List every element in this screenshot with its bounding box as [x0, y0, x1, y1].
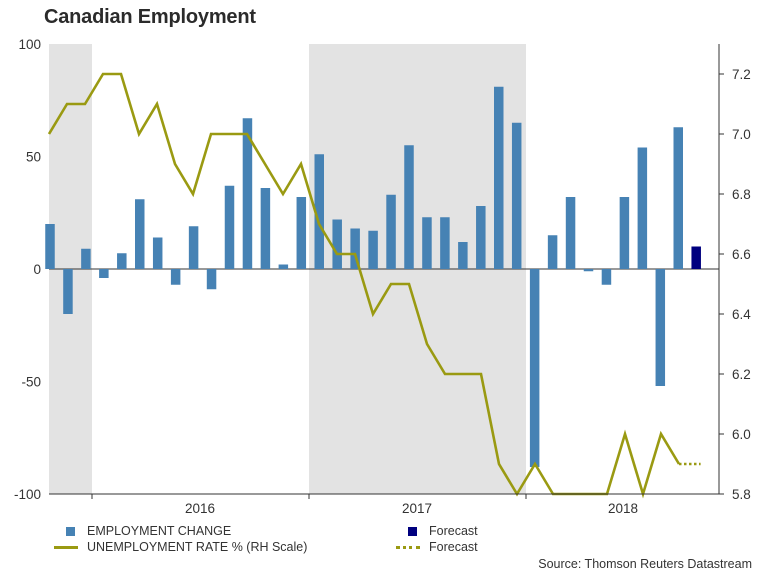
- right-tick-label: 6.6: [732, 247, 751, 262]
- x-year-label-2017: 2017: [402, 501, 432, 516]
- left-tick-label: -50: [21, 375, 41, 390]
- bar-2017-02: [296, 197, 307, 269]
- right-tick-label: 7.0: [732, 127, 751, 142]
- bar-2016-07: [170, 269, 181, 285]
- bar-2017-10: [440, 217, 450, 269]
- bar-2016-09: [206, 269, 217, 290]
- bar-2018-07: [601, 269, 612, 285]
- bar-2017-03: [314, 154, 324, 269]
- bar-2016-02: [81, 248, 91, 269]
- bar-2018-10: [655, 269, 666, 386]
- bar-2016-06: [152, 237, 163, 269]
- legend-bar-swatch: [66, 526, 75, 536]
- bar-2016-01: [63, 269, 73, 314]
- bar-2018-05: [565, 197, 576, 269]
- bar-2018-09: [637, 147, 648, 269]
- bar-2017-01: [278, 264, 289, 269]
- legend-unemployment-rate-label: UNEMPLOYMENT RATE % (RH Scale): [87, 540, 308, 554]
- bar-2018-04: [547, 235, 558, 269]
- x-year-label-2018: 2018: [608, 501, 638, 516]
- right-tick-label: 5.8: [732, 487, 751, 502]
- bar-2018-08: [619, 197, 630, 269]
- legend-forecast-line: Forecast: [396, 540, 478, 554]
- bar-2016-12: [260, 188, 271, 269]
- bar-2016-04: [117, 253, 127, 269]
- bar-2017-09: [422, 217, 432, 269]
- legend-forecast-bar: Forecast: [408, 524, 478, 538]
- bar-2016-08: [188, 226, 199, 269]
- left-tick-label: -100: [14, 487, 41, 502]
- x-year-label-2016: 2016: [185, 501, 215, 516]
- left-tick-label: 100: [18, 37, 41, 52]
- bar-2017-11: [458, 242, 468, 269]
- bar-2016-10: [224, 185, 235, 269]
- bar-2017-05: [350, 228, 360, 269]
- left-tick-label: 50: [26, 150, 41, 165]
- bar-2017-08: [404, 145, 414, 269]
- bar-2017-04: [332, 219, 342, 269]
- legend-forecast-line-swatch: [396, 545, 420, 549]
- bar-2015-12: [45, 224, 55, 269]
- legend-unemployment-rate: UNEMPLOYMENT RATE % (RH Scale): [54, 540, 307, 554]
- bar-2018-06: [583, 269, 594, 272]
- bar-2016-11: [242, 118, 253, 269]
- right-tick-label: 6.4: [732, 307, 751, 322]
- bar-2016-03: [99, 269, 109, 278]
- bar-2017-07: [386, 194, 396, 269]
- chart-title: Canadian Employment: [44, 6, 256, 28]
- bar-2018-11: [673, 127, 683, 269]
- left-tick-label: 0: [33, 262, 41, 277]
- source-note: Source: Thomson Reuters Datastream: [538, 557, 752, 571]
- bar-2018-02: [511, 122, 522, 269]
- bar-2018-03: [529, 269, 540, 467]
- bar-2017-12: [476, 206, 486, 269]
- legend-forecast-bar-swatch: [408, 526, 417, 536]
- legend-line-swatch: [54, 545, 78, 549]
- axes: 100 50 0 -50 -100 7.2 7.0 6.8 6.6 6.4 6.2 6.0 5.8 201…: [14, 37, 751, 516]
- right-tick-label: 6.0: [732, 427, 751, 442]
- legend-forecast-line-label: Forecast: [429, 540, 478, 554]
- right-tick-label: 6.8: [732, 187, 751, 202]
- bar-2017-06: [368, 230, 378, 269]
- legend-forecast-bar-label: Forecast: [429, 524, 478, 538]
- right-tick-label: 7.2: [732, 67, 751, 82]
- bar-2018-01: [494, 86, 504, 269]
- legend-employment-change: EMPLOYMENT CHANGE: [66, 524, 231, 538]
- bar-2016-05: [135, 199, 145, 269]
- right-tick-label: 6.2: [732, 367, 751, 382]
- legend-employment-change-label: EMPLOYMENT CHANGE: [87, 524, 232, 538]
- employment-change-bars: [45, 86, 701, 467]
- bar-forecast: [691, 246, 701, 269]
